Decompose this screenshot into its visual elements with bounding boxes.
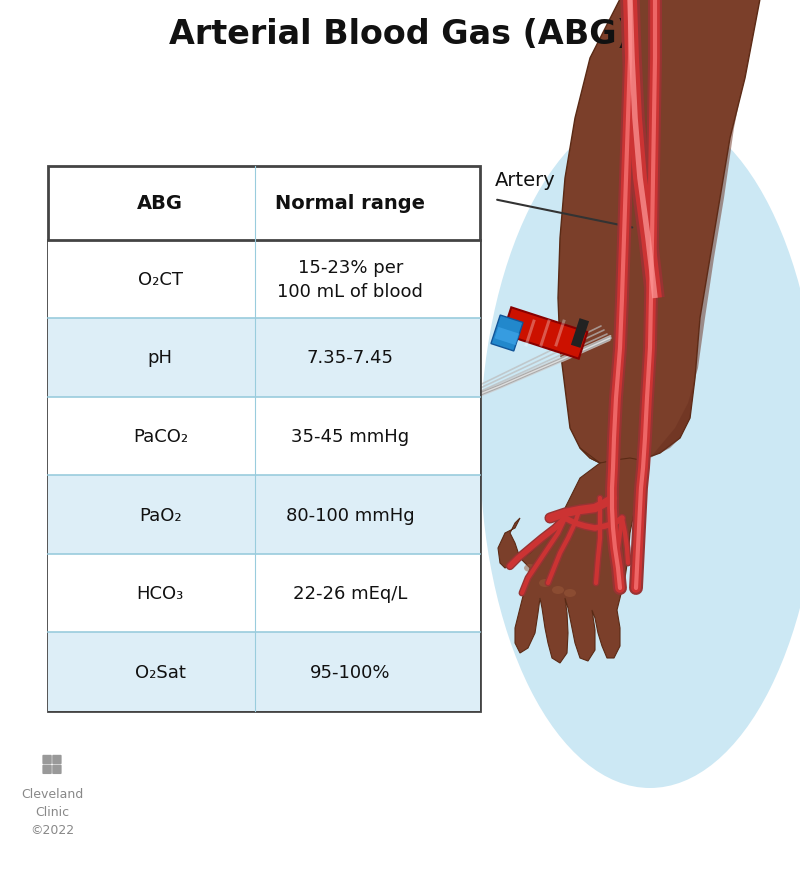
Ellipse shape (552, 587, 564, 594)
Text: pH: pH (148, 349, 173, 367)
Text: ABG: ABG (138, 194, 183, 213)
Text: Normal range: Normal range (275, 194, 426, 213)
Text: 35-45 mmHg: 35-45 mmHg (291, 428, 410, 445)
Text: O₂CT: O₂CT (138, 270, 183, 289)
Ellipse shape (480, 109, 800, 788)
Bar (48, 241, 480, 319)
Bar (48, 476, 480, 554)
Text: Cleveland
Clinic
©2022: Cleveland Clinic ©2022 (21, 788, 83, 837)
Polygon shape (554, 320, 566, 348)
Text: 95-100%: 95-100% (310, 663, 390, 681)
Bar (48, 397, 480, 476)
Text: 22-26 mEq/L: 22-26 mEq/L (294, 585, 407, 602)
Text: HCO₃: HCO₃ (137, 585, 184, 602)
Ellipse shape (564, 589, 576, 597)
Text: O₂Sat: O₂Sat (135, 663, 186, 681)
Text: 80-100 mmHg: 80-100 mmHg (286, 506, 414, 524)
Bar (48, 554, 480, 633)
Polygon shape (539, 320, 550, 348)
FancyBboxPatch shape (42, 755, 52, 765)
FancyBboxPatch shape (52, 755, 62, 765)
Polygon shape (491, 316, 523, 351)
Text: Artery: Artery (494, 170, 555, 190)
Polygon shape (640, 0, 760, 460)
Polygon shape (558, 0, 760, 464)
Bar (48, 633, 480, 711)
Text: PaO₂: PaO₂ (139, 506, 182, 524)
Text: Arterial Blood Gas (ABG): Arterial Blood Gas (ABG) (169, 18, 631, 50)
Text: 7.35-7.45: 7.35-7.45 (307, 349, 394, 367)
Text: PaCO₂: PaCO₂ (133, 428, 188, 445)
Ellipse shape (539, 579, 551, 587)
Polygon shape (498, 449, 640, 663)
Bar (48, 319, 480, 397)
Ellipse shape (524, 565, 536, 572)
Bar (48, 167, 480, 711)
Polygon shape (502, 308, 587, 359)
Polygon shape (524, 320, 536, 348)
Polygon shape (494, 327, 519, 346)
FancyBboxPatch shape (42, 765, 52, 774)
FancyBboxPatch shape (52, 765, 62, 774)
Text: 15-23% per
100 mL of blood: 15-23% per 100 mL of blood (278, 259, 423, 300)
Polygon shape (571, 319, 589, 349)
